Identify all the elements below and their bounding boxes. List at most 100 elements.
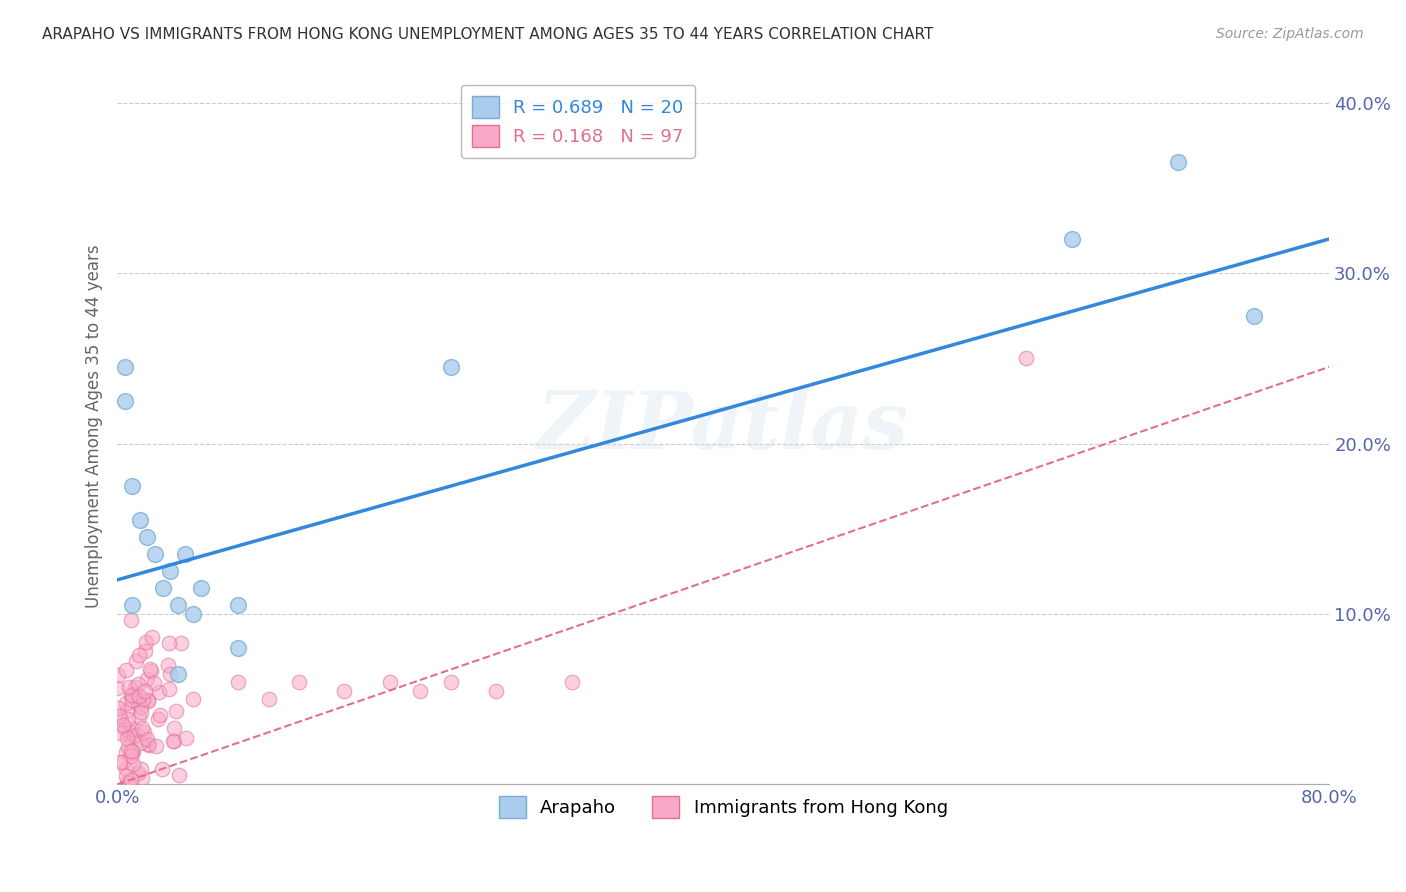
Point xyxy=(1060,232,1083,246)
Point xyxy=(1243,309,1265,323)
Point xyxy=(228,599,250,613)
Point xyxy=(136,530,159,544)
Point xyxy=(107,668,129,682)
Point xyxy=(114,359,136,374)
Point xyxy=(159,667,181,681)
Point xyxy=(115,769,138,783)
Point xyxy=(333,683,356,698)
Point xyxy=(122,689,145,703)
Point xyxy=(135,634,157,648)
Point xyxy=(121,693,143,707)
Point xyxy=(117,713,139,727)
Point xyxy=(124,686,146,700)
Point xyxy=(129,763,152,777)
Point xyxy=(174,547,197,561)
Point xyxy=(124,681,146,695)
Point xyxy=(257,692,280,706)
Point xyxy=(131,721,153,735)
Point xyxy=(117,739,139,754)
Point xyxy=(139,662,162,676)
Point xyxy=(108,755,131,769)
Point xyxy=(118,723,141,738)
Point xyxy=(288,675,311,690)
Point xyxy=(131,700,153,714)
Point xyxy=(128,648,150,663)
Point xyxy=(152,582,174,596)
Point xyxy=(127,766,149,780)
Point xyxy=(128,710,150,724)
Point xyxy=(110,726,132,740)
Point xyxy=(114,722,136,736)
Point xyxy=(145,739,167,753)
Point xyxy=(129,513,152,527)
Point xyxy=(157,636,180,650)
Point xyxy=(439,359,461,374)
Point xyxy=(152,762,174,776)
Point xyxy=(141,630,163,644)
Point xyxy=(115,762,138,776)
Point xyxy=(107,681,129,695)
Point xyxy=(115,697,138,711)
Point xyxy=(127,697,149,711)
Point xyxy=(115,774,138,789)
Point xyxy=(228,675,250,690)
Point xyxy=(121,688,143,702)
Point xyxy=(148,713,170,727)
Point xyxy=(122,744,145,758)
Point xyxy=(129,735,152,749)
Point xyxy=(157,682,180,697)
Point xyxy=(114,393,136,408)
Point xyxy=(121,599,143,613)
Point xyxy=(121,746,143,760)
Point xyxy=(561,675,583,690)
Point xyxy=(115,702,138,716)
Point xyxy=(166,666,188,681)
Point xyxy=(181,607,204,621)
Point xyxy=(115,745,138,759)
Point xyxy=(163,721,186,735)
Point xyxy=(134,684,156,698)
Y-axis label: Unemployment Among Ages 35 to 44 years: Unemployment Among Ages 35 to 44 years xyxy=(86,244,103,608)
Point xyxy=(378,675,401,690)
Legend: Arapaho, Immigrants from Hong Kong: Arapaho, Immigrants from Hong Kong xyxy=(491,789,955,825)
Point xyxy=(166,599,188,613)
Point xyxy=(132,724,155,739)
Point xyxy=(117,680,139,694)
Text: ZIPatlas: ZIPatlas xyxy=(537,388,910,466)
Point xyxy=(162,733,184,747)
Point xyxy=(129,706,152,720)
Point xyxy=(136,737,159,751)
Point xyxy=(134,644,156,658)
Point xyxy=(121,722,143,736)
Point xyxy=(139,665,162,679)
Point xyxy=(138,738,160,752)
Point xyxy=(111,717,134,731)
Point xyxy=(107,701,129,715)
Point xyxy=(120,744,142,758)
Point xyxy=(124,729,146,743)
Point xyxy=(1167,155,1189,169)
Point xyxy=(409,683,432,698)
Point xyxy=(136,693,159,707)
Point xyxy=(135,672,157,686)
Point xyxy=(143,676,166,690)
Point xyxy=(114,663,136,677)
Point xyxy=(167,767,190,781)
Point xyxy=(485,683,508,698)
Point xyxy=(127,677,149,691)
Point xyxy=(120,772,142,787)
Point xyxy=(112,755,135,769)
Point xyxy=(439,675,461,690)
Text: ARAPAHO VS IMMIGRANTS FROM HONG KONG UNEMPLOYMENT AMONG AGES 35 TO 44 YEARS CORR: ARAPAHO VS IMMIGRANTS FROM HONG KONG UNE… xyxy=(42,27,934,42)
Point xyxy=(132,691,155,706)
Point xyxy=(165,704,187,718)
Point xyxy=(118,775,141,789)
Point xyxy=(125,727,148,741)
Point xyxy=(127,692,149,706)
Point xyxy=(118,730,141,744)
Point xyxy=(120,748,142,763)
Point xyxy=(157,657,180,672)
Point xyxy=(131,771,153,785)
Point xyxy=(228,641,250,656)
Point xyxy=(190,582,212,596)
